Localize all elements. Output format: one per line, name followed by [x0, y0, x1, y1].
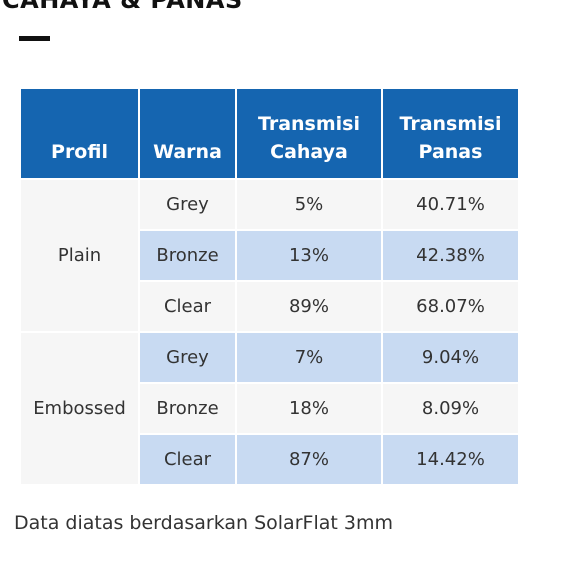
table-cell: 7% — [235, 331, 383, 384]
table-cell: 68.07% — [381, 280, 520, 333]
column-header: Transmisi Cahaya — [235, 87, 383, 180]
table-row: Embossed Grey 7% 9.04% — [19, 331, 520, 486]
table-cell: 14.42% — [381, 433, 520, 486]
profil-cell: Embossed — [19, 331, 140, 486]
table-cell: 42.38% — [381, 229, 520, 282]
table-cell: Bronze — [138, 229, 237, 282]
spec-table: Profil Warna Transmisi Cahaya Transmisi Pan… — [19, 87, 520, 486]
table-cell: Grey — [138, 178, 237, 231]
table-row: Bronze 18% 8.09% — [20, 382, 520, 435]
table-body: Plain Grey 5% 40.71% Bronze 13% 42.38% Clear 89%… — [19, 178, 520, 486]
table-cell: 18% — [235, 382, 383, 435]
table-cell: 9.04% — [381, 331, 520, 384]
footnote: Data diatas berdasarkan SolarFlat 3mm — [14, 512, 393, 534]
table-cell: Bronze — [138, 382, 237, 435]
table-cell: Clear — [138, 280, 237, 333]
profil-cell: Plain — [19, 178, 140, 333]
table-row: Bronze 13% 42.38% — [20, 229, 520, 282]
title-underline — [19, 36, 50, 41]
header-row: Profil Warna Transmisi Cahaya Transmisi Pan… — [19, 87, 520, 180]
table-cell: 89% — [235, 280, 383, 333]
table-row: Clear 87% 14.42% — [20, 433, 520, 486]
table-cell: 13% — [235, 229, 383, 282]
table-cell: 87% — [235, 433, 383, 486]
table-cell: 5% — [235, 178, 383, 231]
table-row: Plain Grey 5% 40.71% — [19, 178, 520, 333]
table-cell: 40.71% — [381, 178, 520, 231]
table-row: Clear 89% 68.07% — [20, 280, 520, 333]
section-title: CAHAYA & PANAS — [2, 0, 243, 14]
column-header: Warna — [138, 87, 237, 180]
column-header: Profil — [19, 87, 140, 180]
column-header: Transmisi Panas — [381, 87, 520, 180]
table-cell: 8.09% — [381, 382, 520, 435]
table-cell: Clear — [138, 433, 237, 486]
table-cell: Grey — [138, 331, 237, 384]
